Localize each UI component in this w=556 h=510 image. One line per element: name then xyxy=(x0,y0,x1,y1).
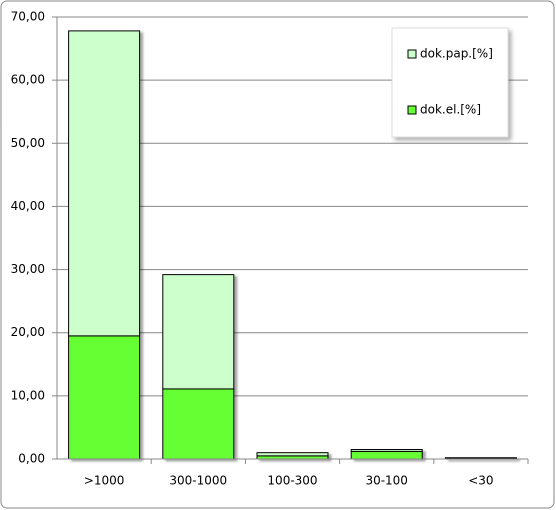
x-tick-label: <30 xyxy=(468,474,493,488)
y-tick-label: 0,00 xyxy=(18,452,45,466)
bars xyxy=(68,30,517,460)
legend-box xyxy=(391,27,509,138)
bar-segment xyxy=(68,335,141,460)
x-tick-label: 30-100 xyxy=(365,474,408,488)
y-tick-label: 60,00 xyxy=(11,73,45,87)
legend-label: dok.el.[%] xyxy=(420,103,481,117)
legend-label: dok.pap.[%] xyxy=(420,47,493,61)
axes: 0,00 10,00 20,00 30,00 40,00 50,00 60,00 70,00 >… xyxy=(11,10,529,488)
bar-segment xyxy=(256,452,329,457)
y-tick-label: 50,00 xyxy=(11,136,45,150)
x-tick-label: 300-1000 xyxy=(169,474,227,488)
bar-segment xyxy=(350,450,423,460)
y-tick-label: 70,00 xyxy=(11,10,45,24)
bar-segment xyxy=(162,388,235,460)
legend-swatch xyxy=(407,49,417,59)
bar-segment xyxy=(68,30,141,337)
bar-segment xyxy=(162,274,235,390)
legend: dok.pap.[%] dok.el.[%] xyxy=(391,27,509,138)
legend-swatch xyxy=(407,105,417,115)
x-tick-label: 100-300 xyxy=(267,474,317,488)
y-tick-label: 20,00 xyxy=(11,325,45,339)
bar-segment xyxy=(350,449,423,452)
y-tick-label: 40,00 xyxy=(11,199,45,213)
bar-segment xyxy=(444,457,517,459)
y-tick-label: 30,00 xyxy=(11,262,45,276)
x-tick-label: >1000 xyxy=(84,474,125,488)
y-tick-label: 10,00 xyxy=(11,388,45,402)
